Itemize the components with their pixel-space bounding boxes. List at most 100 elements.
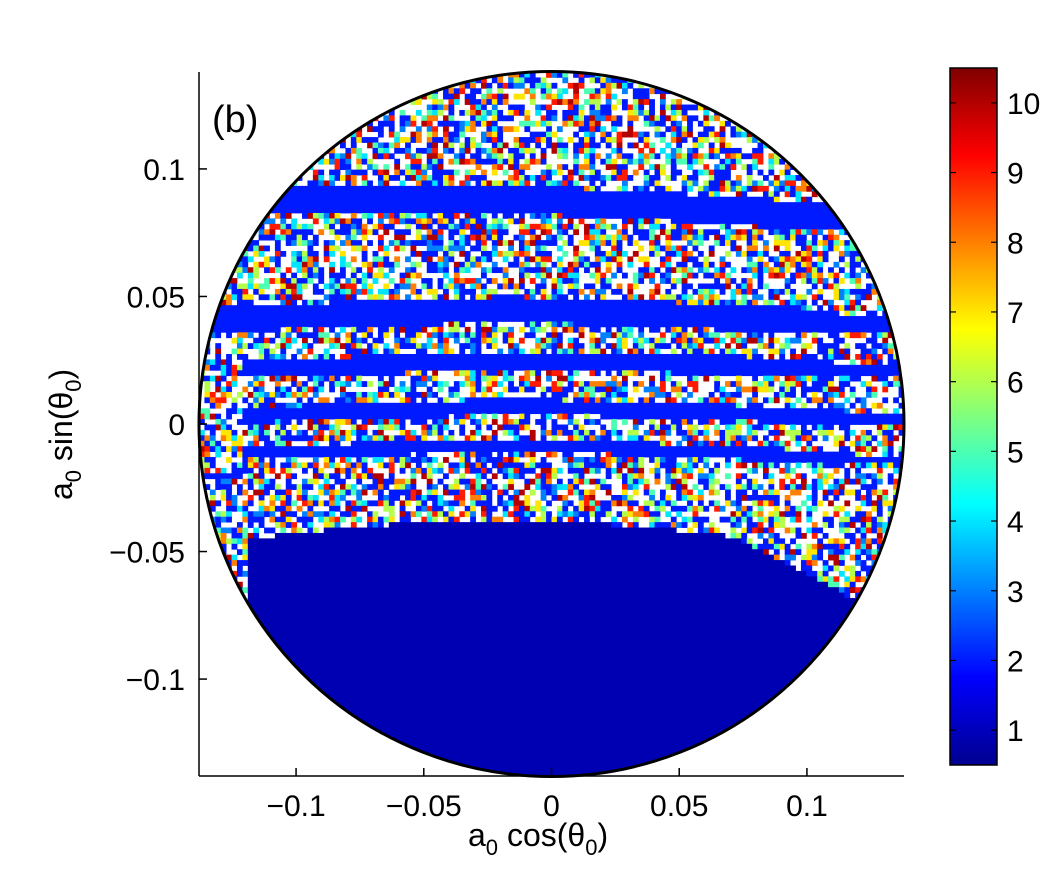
heatmap-cell: [828, 305, 834, 312]
heatmap-cell: [887, 332, 894, 339]
heatmap-cell: [659, 294, 666, 301]
heatmap-cell: [377, 180, 384, 187]
heatmap-cell: [345, 283, 352, 290]
heatmap-cell: [746, 413, 753, 420]
heatmap-cell: [611, 202, 617, 208]
heatmap-cell: [274, 267, 281, 274]
heatmap-cell: [491, 375, 498, 382]
heatmap-cell: [280, 413, 287, 420]
heatmap-cell: [551, 169, 558, 176]
heatmap-cell: [453, 131, 460, 138]
heatmap-cell: [361, 283, 368, 290]
heatmap-cell: [312, 391, 319, 398]
heatmap-cell: [491, 223, 498, 230]
heatmap-cell: [312, 256, 319, 263]
heatmap-cell: [681, 386, 688, 393]
heatmap-cell: [562, 240, 569, 246]
heatmap-cell: [486, 202, 493, 208]
heatmap-cell: [318, 354, 325, 360]
heatmap-cell: [632, 294, 639, 301]
heatmap-cell: [247, 305, 254, 312]
heatmap-cell: [806, 218, 813, 225]
heatmap-cell: [215, 397, 222, 404]
heatmap-cell: [546, 191, 552, 198]
heatmap-cell: [725, 164, 731, 171]
heatmap-cell: [849, 299, 856, 306]
heatmap-cell: [882, 321, 889, 328]
heatmap-cell: [594, 77, 601, 84]
heatmap-cell: [486, 278, 493, 284]
heatmap-cell: [594, 316, 601, 322]
heatmap-cell: [573, 310, 580, 317]
heatmap-cell: [280, 223, 287, 230]
heatmap-cell: [800, 359, 807, 366]
heatmap-cell: [828, 321, 834, 328]
heatmap-cell: [464, 218, 471, 225]
heatmap-cell: [562, 375, 569, 382]
heatmap-cell: [399, 147, 406, 154]
heatmap-cell: [470, 229, 476, 236]
heatmap-cell: [215, 402, 222, 409]
heatmap-cell: [649, 175, 655, 181]
heatmap-cell: [475, 147, 482, 154]
heatmap-cell: [833, 245, 840, 252]
heatmap-cell: [529, 202, 536, 208]
heatmap-cell: [622, 397, 628, 404]
heatmap-cell: [388, 207, 395, 214]
heatmap-cell: [703, 359, 710, 366]
heatmap-cell: [247, 332, 254, 339]
heatmap-cell: [676, 223, 683, 230]
heatmap-cell: [600, 294, 607, 301]
heatmap-cell: [589, 109, 596, 116]
heatmap-cell: [773, 223, 780, 230]
heatmap-cell: [399, 115, 406, 122]
heatmap-cell: [817, 386, 824, 393]
heatmap-cell: [697, 294, 704, 301]
heatmap-cell: [876, 413, 883, 420]
heatmap-cell: [464, 278, 471, 284]
heatmap-cell: [486, 294, 493, 301]
heatmap-cell: [692, 316, 699, 322]
heatmap-cell: [611, 408, 617, 415]
heatmap-cell: [274, 278, 281, 284]
heatmap-cell: [638, 104, 645, 111]
heatmap-cell: [573, 93, 580, 100]
heatmap-cell: [589, 115, 596, 122]
heatmap-cell: [296, 185, 303, 192]
heatmap-cell: [594, 93, 601, 100]
heatmap-cell: [692, 261, 699, 268]
heatmap-cell: [551, 321, 558, 328]
heatmap-cell: [481, 202, 487, 208]
heatmap-cell: [415, 131, 422, 138]
heatmap-cell: [811, 245, 818, 252]
heatmap-cell: [540, 326, 547, 333]
heatmap-cell: [784, 267, 791, 274]
heatmap-cell: [329, 191, 335, 198]
heatmap-cell: [405, 256, 411, 263]
heatmap-cell: [556, 321, 563, 328]
heatmap-cell: [589, 386, 596, 393]
heatmap-cell: [247, 272, 254, 279]
heatmap-cell: [546, 202, 552, 208]
heatmap-cell: [556, 288, 563, 295]
heatmap-cell: [340, 256, 346, 263]
heatmap-cell: [377, 175, 384, 181]
heatmap-cell: [600, 364, 607, 371]
heatmap-cell: [638, 256, 645, 263]
heatmap-cell: [860, 348, 867, 355]
heatmap-cell: [768, 326, 775, 333]
heatmap-cell: [849, 370, 856, 377]
heatmap-cell: [415, 180, 422, 187]
heatmap-cell: [573, 359, 580, 366]
heatmap-cell: [253, 283, 260, 290]
heatmap-cell: [285, 283, 292, 290]
heatmap-cell: [497, 147, 504, 154]
heatmap-cell: [470, 294, 476, 301]
heatmap-cell: [649, 115, 655, 122]
heatmap-cell: [372, 202, 379, 208]
heatmap-cell: [242, 364, 249, 371]
heatmap-cell: [828, 267, 834, 274]
heatmap-cell: [833, 218, 840, 225]
heatmap-cell: [719, 261, 726, 268]
heatmap-cell: [822, 391, 829, 398]
